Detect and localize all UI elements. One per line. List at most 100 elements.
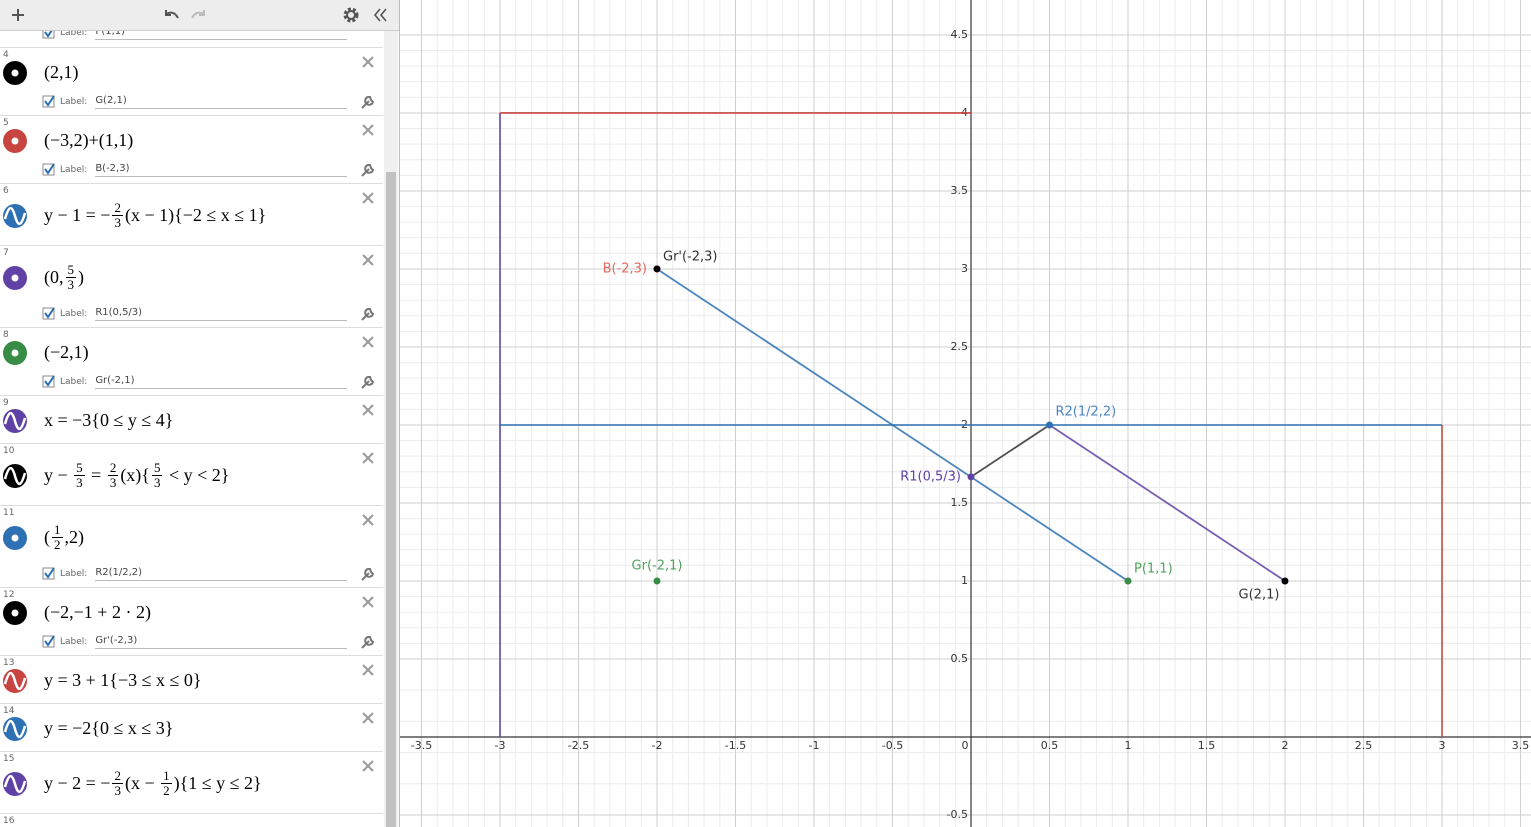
math-text: (x){ (120, 464, 150, 485)
y-tick-label: -0.5 (947, 808, 968, 821)
delete-icon (362, 712, 374, 724)
segment (1048, 424, 1286, 582)
edit-label-button[interactable] (360, 374, 376, 390)
label-checkbox[interactable] (42, 567, 56, 581)
checkbox-tick (44, 635, 55, 647)
y-tick-label: 2.5 (950, 340, 968, 353)
delete-button[interactable] (360, 252, 376, 268)
edit-label-button[interactable] (360, 162, 376, 178)
delete-button[interactable] (360, 662, 376, 678)
label-value: B(-2,3) (95, 163, 348, 177)
label-caption: Label: (60, 309, 88, 319)
icon-wave (3, 411, 27, 431)
label-row: Label: R2(1/2,2) (42, 566, 348, 582)
x-tick-label: -1 (809, 739, 820, 752)
denominator: 3 (114, 782, 121, 798)
expression-index: 16 (3, 816, 15, 826)
point-label: B(-2,3) (603, 261, 647, 276)
label-caption: Label: (60, 97, 88, 107)
checkbox-tick (44, 31, 53, 38)
settings-button[interactable] (343, 7, 359, 23)
delete-icon (362, 404, 374, 416)
edit-label-button[interactable] (360, 94, 376, 110)
add-button[interactable] (12, 9, 24, 21)
numerator: 1 (161, 767, 172, 784)
icon-wave (3, 671, 27, 691)
math-expression: x = −3{0 ≤ y ≤ 4} (44, 396, 173, 444)
wrench-icon (361, 308, 375, 321)
expression-row: 13 y = 3 + 1{−3 ≤ x ≤ 0} (0, 656, 383, 704)
undo-button[interactable] (165, 10, 179, 19)
delete-button[interactable] (360, 512, 376, 528)
toolbar (0, 0, 399, 31)
math-text: ) (78, 266, 84, 287)
icon-wave (3, 466, 27, 486)
delete-button[interactable] (360, 450, 376, 466)
delete-button[interactable] (360, 758, 376, 774)
math-expression: y − 1 = −2 3 (x − 1){−2 ≤ x ≤ 1} (44, 184, 266, 246)
denominator: 2 (163, 782, 170, 798)
denominator: 3 (114, 214, 121, 230)
label-caption: Label: (60, 31, 88, 38)
expression-index: 15 (3, 754, 15, 764)
math-text: x = −3{0 ≤ y ≤ 4} (44, 409, 174, 430)
math-text: ,2) (64, 526, 85, 547)
label-row: Label: B(-2,3) (42, 162, 348, 178)
point-label: R2(1/2,2) (1055, 404, 1116, 419)
edit-label-button[interactable] (360, 634, 376, 650)
delete-icon (362, 254, 374, 266)
wrench-icon (361, 96, 375, 109)
expression-panel: Label: P(1,1) 4 (2,1) Label: G(2,1) 5 (−3,2)+(1… (0, 0, 400, 827)
label-checkbox[interactable] (42, 635, 56, 649)
math-text: y − (44, 464, 73, 485)
icon-wave (3, 774, 27, 794)
label-checkbox[interactable] (42, 163, 56, 177)
edit-label-button[interactable] (360, 306, 376, 322)
expression-row: 6 y − 1 = −2 3 (x − 1){−2 ≤ x ≤ 1} (0, 184, 383, 246)
icon-dot (11, 137, 19, 145)
delete-button[interactable] (360, 54, 376, 70)
graph-paper[interactable]: -3.5 -3 -2.5 -2 -1.5 -1 -0.5 0 0.5 1 1.5 2 2.5 3 3.5 -0… (400, 0, 1531, 827)
denominator: 3 (109, 474, 117, 490)
scrollbar[interactable] (384, 31, 398, 827)
label-checkbox[interactable] (42, 375, 56, 389)
toolbar-icons (12, 7, 387, 23)
icon-wave (3, 719, 27, 739)
math-expression: (2,1) (44, 48, 79, 96)
point-label: G(2,1) (1239, 587, 1280, 602)
label-checkbox[interactable] (42, 95, 56, 109)
delete-button[interactable] (360, 594, 376, 610)
wrench-icon (361, 568, 375, 581)
label-checkbox[interactable] (42, 31, 56, 40)
x-tick-label: 1.5 (1198, 739, 1216, 752)
denominator: 3 (153, 474, 161, 490)
delete-button[interactable] (360, 122, 376, 138)
label-checkbox[interactable] (42, 307, 56, 321)
delete-button[interactable] (360, 190, 376, 206)
x-tick-label: -0.5 (882, 739, 903, 752)
point (1045, 421, 1053, 429)
icon-dot (11, 69, 19, 77)
math-text: (−2,1) (44, 341, 89, 362)
checkbox-tick (44, 163, 55, 175)
delete-button[interactable] (360, 402, 376, 418)
redo-button[interactable] (191, 10, 205, 19)
expression-icon (3, 669, 27, 693)
math-text: ( (44, 526, 50, 547)
scrollbar-thumb[interactable] (386, 172, 396, 827)
delete-button[interactable] (360, 334, 376, 350)
delete-button[interactable] (360, 710, 376, 726)
delete-icon (362, 124, 374, 136)
math-expression: (−2,−1 + 2 · 2) (44, 588, 151, 636)
point-label: Gr'(-2,3) (663, 249, 718, 264)
point (653, 577, 661, 585)
expression-icon (3, 772, 27, 796)
edit-label-button[interactable] (360, 566, 376, 582)
label-row: Label: G(2,1) (42, 94, 348, 110)
collapse-button[interactable] (373, 8, 387, 22)
checkbox-box (42, 163, 55, 176)
